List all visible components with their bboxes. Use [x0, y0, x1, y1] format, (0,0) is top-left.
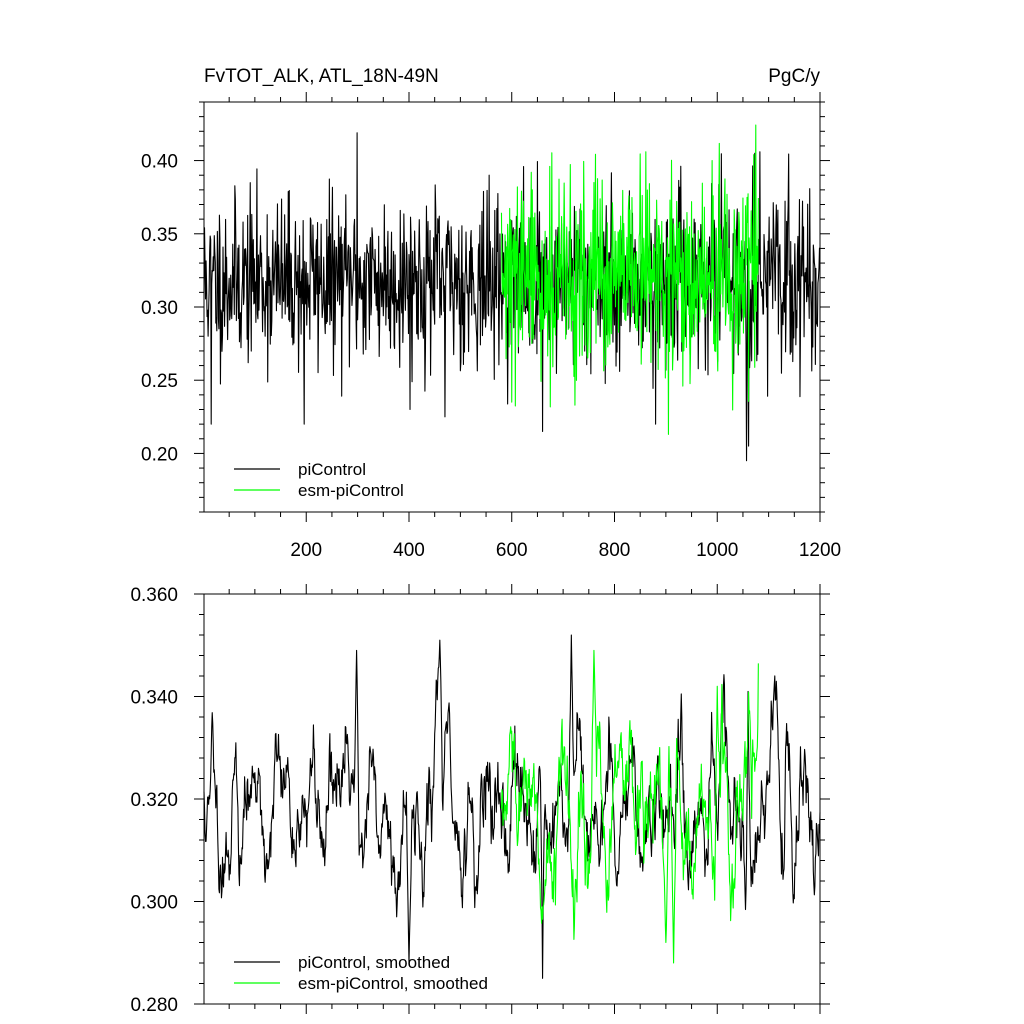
series-line-picontrol-smoothed: [203, 634, 821, 979]
y-tick-label: 0.25: [141, 371, 178, 392]
top-legend: piControl esm-piControl: [234, 460, 404, 500]
legend-label-esm-picontrol-smoothed: esm-piControl, smoothed: [298, 974, 488, 993]
chart-title-left: FvTOT_ALK, ATL_18N-49N: [204, 66, 439, 87]
y-tick-label: 0.280: [130, 995, 178, 1016]
series-line-esm-picontrol: [500, 124, 759, 435]
x-tick-label: 1000: [696, 540, 738, 561]
legend-label-picontrol-smoothed: piControl, smoothed: [298, 953, 450, 972]
legend-label-esm-picontrol: esm-piControl: [298, 481, 404, 500]
bottom-panel: 0.280 0.300 0.320 0.340 0.360 piControl, smo…: [130, 584, 830, 1016]
y-tick-label: 0.30: [141, 298, 178, 319]
top-panel: FvTOT_ALK, ATL_18N-49N PgC/y 200 400 600 80…: [141, 66, 841, 561]
x-tick-label: 200: [290, 540, 322, 561]
y-tick-label: 0.35: [141, 225, 178, 246]
y-tick-label: 0.40: [141, 152, 178, 173]
series-line-esm-picontrol-smoothed: [500, 649, 759, 964]
y-tick-label: 0.340: [130, 688, 178, 709]
x-tick-label: 600: [496, 540, 528, 561]
y-tick-label: 0.20: [141, 444, 178, 465]
top-series-group: [203, 124, 821, 462]
x-tick-label: 800: [599, 540, 631, 561]
bottom-axes-ticks: 0.280 0.300 0.320 0.340 0.360: [130, 584, 830, 1016]
y-tick-label: 0.320: [130, 790, 178, 811]
x-tick-label: 400: [393, 540, 425, 561]
x-tick-label: 1200: [799, 540, 841, 561]
bottom-legend: piControl, smoothed esm-piControl, smoot…: [234, 953, 488, 993]
y-tick-label: 0.360: [130, 585, 178, 606]
legend-label-picontrol: piControl: [298, 460, 366, 479]
chart-units-label: PgC/y: [768, 66, 820, 87]
y-tick-label: 0.300: [130, 893, 178, 914]
bottom-series-group: [203, 634, 821, 979]
top-axes-ticks: 200 400 600 800 1000 1200 0.20 0.25 0.30 0.35 0.40: [141, 92, 841, 561]
